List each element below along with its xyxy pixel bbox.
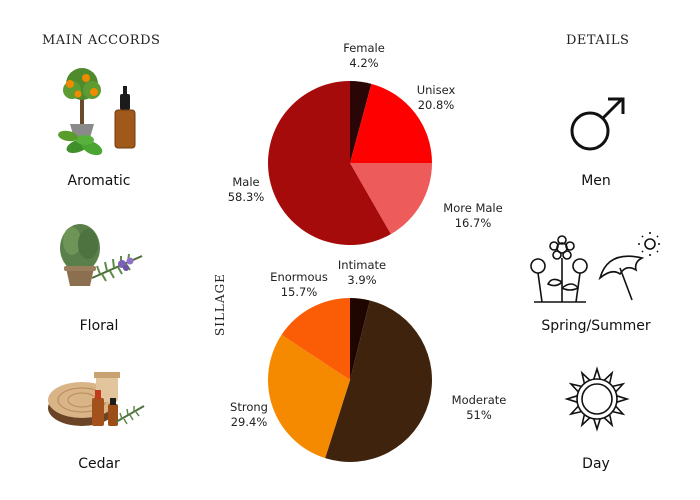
gender-pie-chart [267, 81, 432, 245]
aromatic-herbs-oil-image [58, 68, 136, 156]
pie-slice-intimate [350, 298, 370, 380]
pie-slice-female [350, 81, 372, 163]
pie-slice-more-male [350, 163, 432, 235]
pie-slice-unisex [350, 83, 432, 163]
pie-label-strong: Strong 29.4% [230, 400, 268, 429]
detail-label-season: Spring/Summer [541, 318, 651, 334]
cedar-wood-oil-image [48, 372, 145, 426]
male-symbol-icon [570, 97, 625, 151]
pie-label-more-male: More Male 16.7% [443, 201, 503, 230]
pie-label-intimate: Intimate 3.9% [337, 258, 387, 287]
rosemary-plant-image [60, 224, 143, 286]
main-accords-heading: MAIN ACCORDS [42, 33, 161, 48]
flowers-umbrella-sun-icon [530, 232, 660, 303]
pie-slice-enormous [281, 298, 350, 380]
accord-label-cedar: Cedar [78, 456, 120, 472]
pie-label-female: Female 4.2% [343, 41, 385, 70]
sillage-pie-chart [268, 298, 433, 463]
details-heading: DETAILS [566, 33, 630, 48]
accord-label-floral: Floral [79, 318, 119, 334]
pie-slice-male [267, 81, 391, 245]
detail-label-day: Day [582, 456, 610, 472]
pie-slice-strong [268, 334, 350, 459]
pie-label-enormous: Enormous 15.7% [270, 270, 328, 299]
sillage-axis-label: SILLAGE [213, 273, 227, 336]
accord-label-aromatic: Aromatic [67, 173, 131, 189]
sun-icon [564, 366, 630, 432]
pie-label-moderate: Moderate 51% [451, 393, 507, 422]
pie-label-unisex: Unisex 20.8% [416, 83, 456, 112]
detail-label-men: Men [581, 173, 611, 189]
pie-slice-moderate [325, 300, 433, 463]
pie-label-male: Male 58.3% [227, 175, 265, 204]
